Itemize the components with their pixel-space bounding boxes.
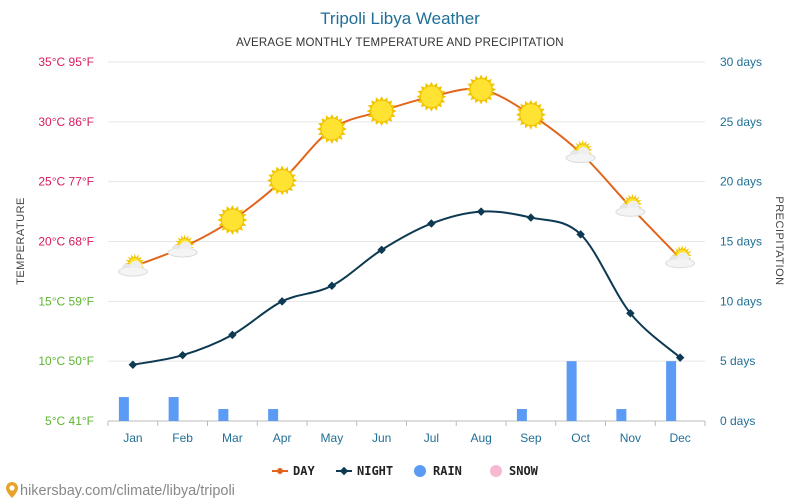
legend-item-night[interactable]: NIGHT xyxy=(336,464,393,478)
night-temperature-line xyxy=(132,210,681,366)
left-tick-label: 15°C 59°F xyxy=(38,294,94,308)
right-tick-label: 0 days xyxy=(720,414,755,428)
month-label: May xyxy=(321,431,344,445)
left-tick-label: 20°C 68°F xyxy=(38,235,94,249)
legend-label: DAY xyxy=(293,464,315,478)
legend-label: RAIN xyxy=(433,464,462,478)
night-point xyxy=(228,330,237,340)
night-point xyxy=(626,309,635,318)
weather-icons xyxy=(117,74,696,277)
legend-label: NIGHT xyxy=(357,464,393,478)
left-axis-ticks: 35°C 95°F 30°C 86°F 25°C 77°F 20°C 68°F 15°C… xyxy=(38,55,94,428)
night-point xyxy=(675,353,685,362)
night-point xyxy=(377,245,386,255)
sun-cloud-icon xyxy=(615,193,646,217)
month-label: Aug xyxy=(470,431,491,445)
rain-bar xyxy=(118,397,129,421)
night-point xyxy=(128,360,138,369)
sun-cloud-icon xyxy=(565,139,596,163)
month-label: Dec xyxy=(669,431,690,445)
right-axis-title: PRECIPITATION xyxy=(773,196,785,285)
legend[interactable]: DAY NIGHT RAIN SNOW xyxy=(272,464,539,478)
rain-bar xyxy=(268,409,279,421)
sun-cloud-icon xyxy=(117,253,148,277)
legend-item-snow[interactable]: SNOW xyxy=(490,464,539,478)
rain-bar xyxy=(516,409,527,421)
left-tick-label: 35°C 95°F xyxy=(38,55,94,69)
left-tick-label: 30°C 86°F xyxy=(38,115,94,129)
day-temperature-line xyxy=(132,87,681,268)
chart-subtitle: AVERAGE MONTHLY TEMPERATURE AND PRECIPIT… xyxy=(236,37,564,49)
legend-item-day[interactable]: DAY xyxy=(272,464,315,478)
left-tick-label: 25°C 77°F xyxy=(38,175,94,189)
sun-cloud-icon xyxy=(167,234,198,258)
chart-title: Tripoli Libya Weather xyxy=(320,9,480,28)
sun-icon xyxy=(217,205,248,235)
left-tick-label: 10°C 50°F xyxy=(38,354,94,368)
month-label: Nov xyxy=(620,431,641,445)
sun-icon xyxy=(416,81,447,112)
rain-bar xyxy=(666,361,677,421)
month-label: Jun xyxy=(372,431,391,445)
right-axis-ticks: 30 days 25 days 20 days 15 days 10 days 5 day… xyxy=(720,55,762,428)
month-label: Jul xyxy=(424,431,439,445)
gridlines xyxy=(107,61,706,426)
month-label: Mar xyxy=(222,431,243,445)
temperature-lines xyxy=(128,87,685,369)
rain-bars xyxy=(118,361,677,421)
footer-link[interactable]: hikersbay.com/climate/libya/tripoli xyxy=(20,483,235,499)
sun-icon xyxy=(316,114,347,144)
night-point xyxy=(178,350,187,360)
night-point xyxy=(476,207,486,216)
rain-bar xyxy=(616,409,627,421)
night-point xyxy=(327,281,337,291)
month-label: Apr xyxy=(273,431,292,445)
right-tick-label: 30 days xyxy=(720,55,762,69)
rain-bar xyxy=(566,361,577,421)
sun-icon xyxy=(366,96,397,127)
legend-item-rain[interactable]: RAIN xyxy=(414,464,462,478)
month-label: Sep xyxy=(520,431,542,445)
right-tick-label: 15 days xyxy=(720,235,762,249)
month-label: Feb xyxy=(172,431,193,445)
right-tick-label: 10 days xyxy=(720,294,762,308)
sun-cloud-icon xyxy=(665,245,696,269)
night-point xyxy=(526,213,536,222)
footer[interactable]: hikersbay.com/climate/libya/tripoli xyxy=(6,482,235,499)
location-pin-icon xyxy=(6,482,18,498)
right-tick-label: 5 days xyxy=(720,354,755,368)
right-tick-label: 20 days xyxy=(720,175,762,189)
month-labels: Jan Feb Mar Apr May Jun Jul Aug Sep Oct Nov Dec xyxy=(123,431,691,445)
night-point xyxy=(277,297,287,306)
month-label: Oct xyxy=(571,431,590,445)
legend-label: SNOW xyxy=(509,464,539,478)
sun-icon xyxy=(466,74,497,105)
sun-icon xyxy=(515,99,546,130)
rain-bar xyxy=(218,409,229,421)
left-axis-title: TEMPERATURE xyxy=(15,197,27,285)
sun-icon xyxy=(267,165,298,196)
night-point xyxy=(427,219,436,228)
right-tick-label: 25 days xyxy=(720,115,762,129)
month-label: Jan xyxy=(123,431,142,445)
rain-bar xyxy=(168,397,179,421)
left-tick-label: 5°C 41°F xyxy=(45,414,94,428)
